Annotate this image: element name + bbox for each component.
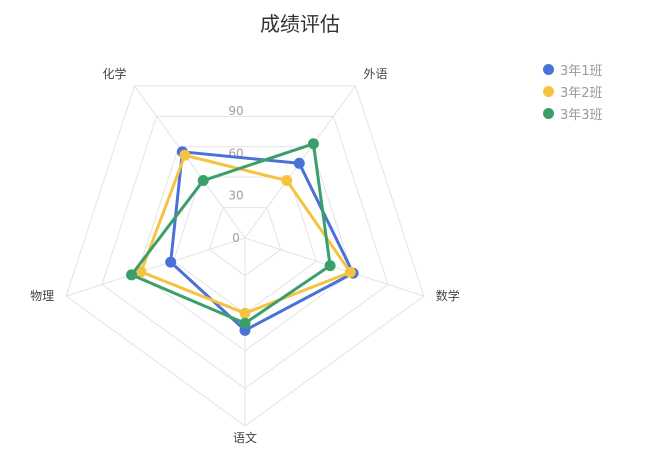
series-point[interactable] xyxy=(239,307,251,319)
series-line[interactable] xyxy=(130,142,332,325)
axis-label: 外语 xyxy=(364,67,388,81)
legend-dot-class1 xyxy=(543,63,554,75)
series-point[interactable] xyxy=(293,157,305,169)
axis-label: 语文 xyxy=(233,430,257,445)
grid-ring xyxy=(208,207,282,277)
tick-label: 90 xyxy=(228,104,243,118)
series-point[interactable] xyxy=(344,266,356,278)
series-point[interactable] xyxy=(324,260,336,272)
series-point[interactable] xyxy=(197,175,209,187)
legend-dot-class3 xyxy=(543,107,554,119)
series-point[interactable] xyxy=(281,175,293,187)
radar-grid xyxy=(65,85,425,427)
series-line[interactable] xyxy=(169,150,355,332)
axis-label: 化学 xyxy=(102,66,126,81)
legend-item-class2[interactable]: 3年2班 xyxy=(543,80,603,102)
series-point[interactable] xyxy=(165,256,177,268)
tick-label: 0 xyxy=(232,231,240,245)
series-line[interactable] xyxy=(139,153,352,315)
chart-title: 成绩评估 xyxy=(260,12,340,36)
radar-series xyxy=(126,138,359,336)
legend-label-class2: 3年2班 xyxy=(560,85,603,101)
legend-item-class3[interactable]: 3年3班 xyxy=(543,102,603,124)
legend-label-class1: 3年1班 xyxy=(560,63,603,79)
series-point[interactable] xyxy=(307,138,319,150)
legend-dot-class2 xyxy=(543,85,554,97)
legend-item-class1[interactable]: 3年1班 xyxy=(543,58,603,80)
series-point[interactable] xyxy=(135,266,147,278)
series-point[interactable] xyxy=(126,269,138,281)
axis-label: 物理 xyxy=(30,289,54,303)
axis-label: 数学 xyxy=(436,288,460,303)
grid-ring xyxy=(101,115,389,390)
series-point[interactable] xyxy=(179,149,191,161)
grid-spoke xyxy=(134,85,246,239)
grid-spoke xyxy=(66,237,246,297)
series-point[interactable] xyxy=(239,317,251,329)
tick-label: 30 xyxy=(228,189,243,203)
legend-label-class3: 3年3班 xyxy=(560,107,603,123)
grid-ring xyxy=(65,85,425,427)
legend: 3年1班 3年2班 3年3班 xyxy=(543,58,603,124)
